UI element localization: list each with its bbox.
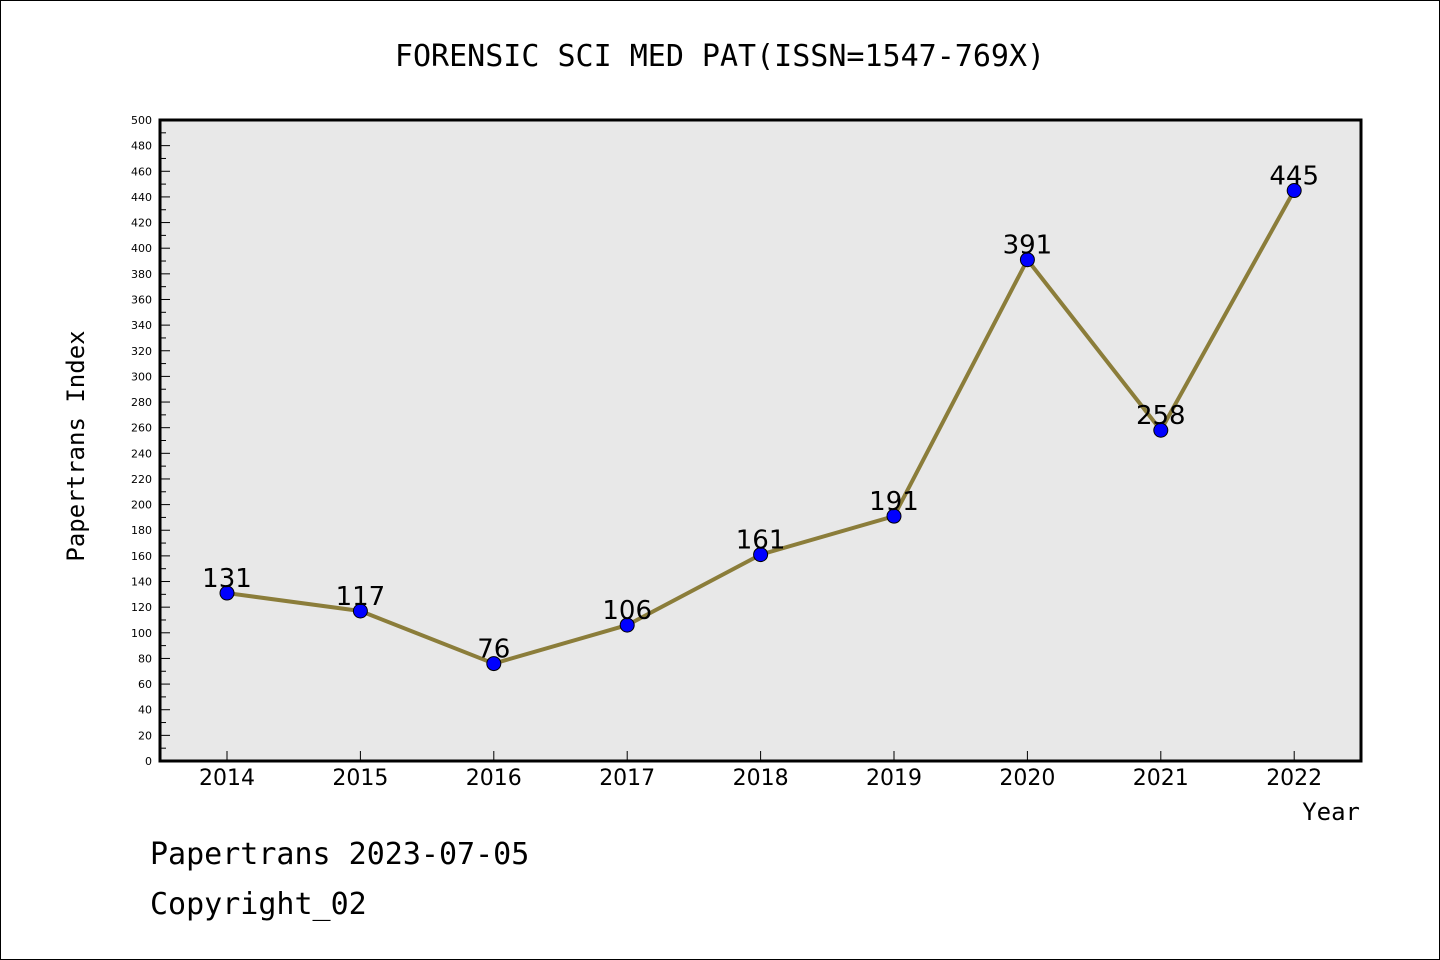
data-label-2022: 445	[1269, 162, 1319, 192]
y-tick-label: 140	[131, 576, 152, 589]
data-label-2016: 76	[477, 635, 510, 665]
y-tick-label: 80	[138, 652, 152, 665]
data-label-2017: 106	[602, 596, 652, 626]
data-point-2022	[1286, 183, 1302, 199]
y-tick-label: 260	[131, 422, 152, 435]
x-tick-label: 2014	[199, 766, 255, 791]
y-tick-label: 20	[138, 729, 152, 742]
x-tick-label: 2019	[866, 766, 922, 791]
marker-group	[219, 183, 1302, 672]
data-point-2016	[486, 656, 502, 672]
y-tick-label: 120	[131, 601, 152, 614]
y-tick-label: 480	[131, 140, 152, 153]
y-tick-label: 60	[138, 678, 152, 691]
plot-area	[158, 118, 1363, 763]
data-point-2021	[1153, 422, 1169, 438]
y-tick-label: 40	[138, 704, 152, 717]
x-axis: 2014 2015 2016 2017 2018 2019 2020 2021 2022	[199, 751, 1322, 791]
y-tick-label: 320	[131, 345, 152, 358]
data-label-2018: 161	[736, 526, 786, 556]
data-point-2020	[1019, 252, 1035, 268]
chart-title: FORENSIC SCI MED PAT(ISSN=1547-769X)	[395, 39, 1045, 74]
data-point-2019	[886, 508, 902, 524]
y-tick-label: 360	[131, 293, 152, 306]
data-label-2020: 391	[1003, 231, 1053, 261]
y-tick-label: 180	[131, 524, 152, 537]
y-tick-label: 220	[131, 473, 152, 486]
y-tick-label: 240	[131, 447, 152, 460]
y-tick-label: 280	[131, 396, 152, 409]
x-tick-label: 2022	[1266, 766, 1322, 791]
data-point-2014	[219, 585, 235, 601]
y-tick-label: 300	[131, 370, 152, 383]
y-tick-label: 380	[131, 268, 152, 281]
data-label-2019: 191	[869, 487, 919, 517]
x-tick-label: 2016	[466, 766, 522, 791]
x-tick-label: 2020	[999, 766, 1055, 791]
y-tick-label: 160	[131, 550, 152, 563]
x-tick-label: 2021	[1133, 766, 1189, 791]
data-label-2015: 117	[336, 582, 386, 612]
data-point-2017	[619, 617, 635, 633]
footer-date: Papertrans 2023-07-05	[150, 837, 529, 872]
data-label-2014: 131	[202, 564, 252, 594]
y-tick-label: 400	[131, 242, 152, 255]
data-label-2021: 258	[1136, 401, 1186, 431]
y-tick-label: 200	[131, 499, 152, 512]
y-tick-label: 420	[131, 217, 152, 230]
data-label-group: 131 117 76 106 161 191 391 258 445	[202, 162, 1319, 665]
y-tick-label: 440	[131, 191, 152, 204]
x-tick-label: 2017	[599, 766, 655, 791]
footer-copyright: Copyright_02	[150, 887, 367, 922]
y-axis: 0 20 40 60 80 100 120 140 160 180 200 220 240 260 280 3…	[131, 114, 170, 768]
x-tick-label: 2018	[733, 766, 789, 791]
y-tick-label: 340	[131, 319, 152, 332]
data-point-2018	[753, 547, 769, 563]
x-tick-label: 2015	[332, 766, 388, 791]
y-axis-label: Papertrans Index	[62, 330, 90, 561]
x-axis-label: Year	[1302, 798, 1360, 826]
y-tick-label: 500	[131, 114, 152, 127]
data-point-2015	[352, 603, 368, 619]
y-tick-label: 460	[131, 165, 152, 178]
y-tick-label: 100	[131, 627, 152, 640]
y-tick-label: 0	[145, 755, 152, 768]
